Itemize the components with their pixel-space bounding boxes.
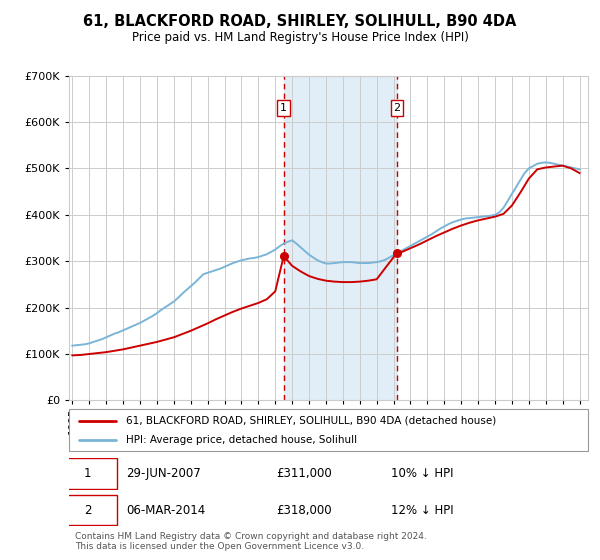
Text: £311,000: £311,000	[277, 467, 332, 480]
Text: HPI: Average price, detached house, Solihull: HPI: Average price, detached house, Soli…	[126, 435, 357, 445]
FancyBboxPatch shape	[69, 409, 588, 451]
Text: Contains HM Land Registry data © Crown copyright and database right 2024.
This d: Contains HM Land Registry data © Crown c…	[75, 532, 427, 552]
FancyBboxPatch shape	[59, 495, 117, 525]
Text: 10% ↓ HPI: 10% ↓ HPI	[391, 467, 453, 480]
Text: 1: 1	[84, 467, 91, 480]
Text: 61, BLACKFORD ROAD, SHIRLEY, SOLIHULL, B90 4DA (detached house): 61, BLACKFORD ROAD, SHIRLEY, SOLIHULL, B…	[126, 416, 496, 426]
FancyBboxPatch shape	[59, 459, 117, 489]
Text: 2: 2	[84, 503, 91, 517]
Text: 61, BLACKFORD ROAD, SHIRLEY, SOLIHULL, B90 4DA: 61, BLACKFORD ROAD, SHIRLEY, SOLIHULL, B…	[83, 14, 517, 29]
Bar	[284, 76, 397, 400]
Text: 06-MAR-2014: 06-MAR-2014	[126, 503, 205, 517]
Text: 12% ↓ HPI: 12% ↓ HPI	[391, 503, 454, 517]
Text: Price paid vs. HM Land Registry's House Price Index (HPI): Price paid vs. HM Land Registry's House …	[131, 31, 469, 44]
Text: 29-JUN-2007: 29-JUN-2007	[126, 467, 201, 480]
Text: 2: 2	[394, 103, 401, 113]
Text: £318,000: £318,000	[277, 503, 332, 517]
Text: 1: 1	[280, 103, 287, 113]
